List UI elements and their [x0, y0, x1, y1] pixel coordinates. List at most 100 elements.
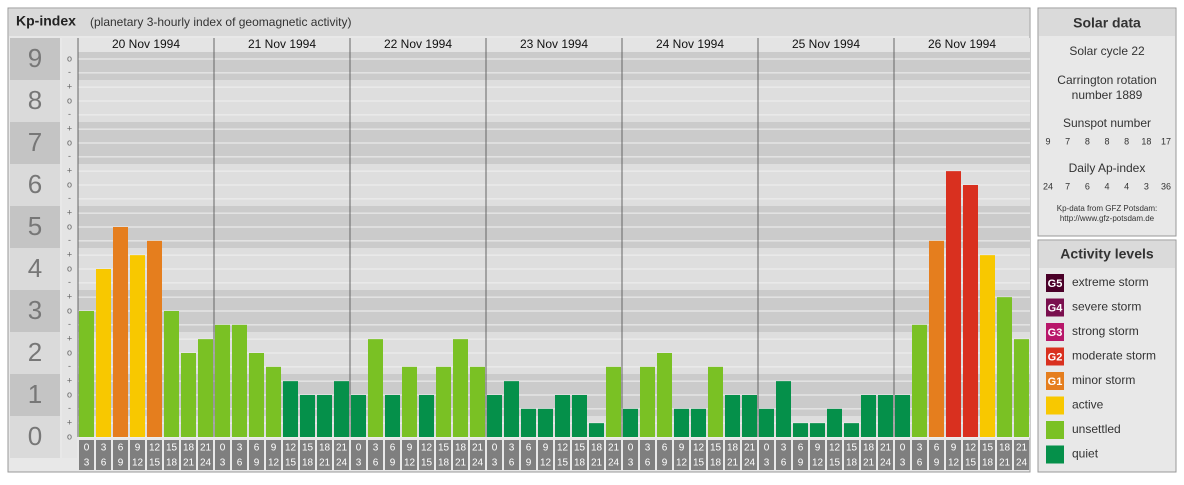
hour-label: 6	[101, 458, 107, 469]
hour-label: 15	[166, 443, 178, 454]
hour-label: 18	[438, 458, 450, 469]
hour-label: 24	[744, 458, 756, 469]
hour-label: 18	[591, 443, 603, 454]
hour-label: 24	[1016, 458, 1028, 469]
hour-label: 9	[815, 443, 821, 454]
y-tick-label: 7	[28, 127, 42, 157]
bar	[351, 395, 366, 437]
ap-title: Daily Ap-index	[1069, 161, 1146, 175]
bar	[504, 381, 519, 437]
legend-label: quiet	[1072, 447, 1099, 461]
legend-swatch	[1046, 274, 1064, 292]
hour-label: 6	[237, 458, 243, 469]
minor-tick-label: o	[67, 95, 72, 105]
y-label-band	[10, 374, 60, 416]
chart-subtitle: (planetary 3-hourly index of geomagnetic…	[90, 15, 351, 29]
legend-label: extreme storm	[1072, 275, 1149, 289]
bar	[300, 395, 315, 437]
hour-label: 21	[880, 443, 892, 454]
sunspot-value: 17	[1161, 136, 1171, 146]
bar	[113, 227, 128, 437]
bar	[317, 395, 332, 437]
hour-box	[368, 440, 383, 470]
day-label: 20 Nov 1994	[112, 37, 180, 51]
bar	[283, 381, 298, 437]
hour-label: 21	[455, 458, 467, 469]
hour-label: 9	[407, 443, 413, 454]
hour-label: 18	[863, 443, 875, 454]
hour-label: 3	[373, 443, 379, 454]
minor-tick-label: -	[68, 403, 71, 413]
hour-box	[181, 440, 196, 470]
hour-box	[232, 440, 247, 470]
hour-box	[130, 440, 145, 470]
ap-value: 4	[1104, 181, 1109, 191]
hour-label: 9	[543, 443, 549, 454]
hour-label: 18	[982, 458, 994, 469]
plot-band	[78, 416, 1030, 437]
hour-box	[606, 440, 621, 470]
hour-label: 18	[710, 458, 722, 469]
bar	[980, 255, 995, 437]
minor-tick-label: o	[67, 347, 72, 357]
hour-box	[776, 440, 791, 470]
legend-code: G2	[1048, 351, 1063, 363]
bar	[997, 297, 1012, 437]
hour-box	[317, 440, 332, 470]
minor-tick-label: o	[67, 221, 72, 231]
hour-box	[946, 440, 961, 470]
hour-label: 21	[319, 458, 331, 469]
sunspot-value: 18	[1141, 136, 1151, 146]
hour-label: 6	[254, 443, 260, 454]
day-header	[78, 38, 1030, 52]
hour-box	[385, 440, 400, 470]
minor-tick-label: +	[67, 250, 72, 260]
bar	[555, 395, 570, 437]
title-bar	[9, 9, 1029, 36]
bar	[385, 395, 400, 437]
hour-label: 9	[934, 458, 940, 469]
hour-box	[487, 440, 502, 470]
bar	[470, 366, 485, 437]
minor-tick-label: +	[67, 334, 72, 344]
minor-tick-label: o	[67, 431, 72, 441]
hour-box	[351, 440, 366, 470]
y-label-band	[10, 416, 60, 458]
sunspot-value: 8	[1085, 136, 1090, 146]
minor-tick-label: +	[67, 166, 72, 176]
hour-label: 12	[829, 443, 841, 454]
hour-box	[249, 440, 264, 470]
hour-label: 3	[764, 458, 770, 469]
hour-box	[1014, 440, 1029, 470]
bar	[657, 353, 672, 437]
bar	[130, 255, 145, 437]
hour-label: 15	[149, 458, 161, 469]
hour-box	[555, 440, 570, 470]
hour-label: 15	[965, 458, 977, 469]
minor-tick-label: o	[67, 389, 72, 399]
hour-label: 3	[645, 443, 651, 454]
hour-label: 18	[319, 443, 331, 454]
hour-box	[725, 440, 740, 470]
hour-box	[708, 440, 723, 470]
hour-box	[266, 440, 281, 470]
day-label: 21 Nov 1994	[248, 37, 316, 51]
bar	[164, 311, 179, 437]
hour-label: 18	[166, 458, 178, 469]
bar	[402, 366, 417, 437]
bar	[249, 353, 264, 437]
hour-label: 21	[608, 443, 620, 454]
ap-value: 7	[1065, 181, 1070, 191]
minor-tick-label: -	[68, 319, 71, 329]
hour-label: 15	[302, 443, 314, 454]
hour-label: 3	[356, 458, 362, 469]
bar	[419, 395, 434, 437]
day-label: 23 Nov 1994	[520, 37, 588, 51]
bar	[181, 353, 196, 437]
hour-label: 9	[526, 458, 532, 469]
sunspot-value: 8	[1104, 136, 1109, 146]
hour-box	[504, 440, 519, 470]
bar	[334, 381, 349, 437]
